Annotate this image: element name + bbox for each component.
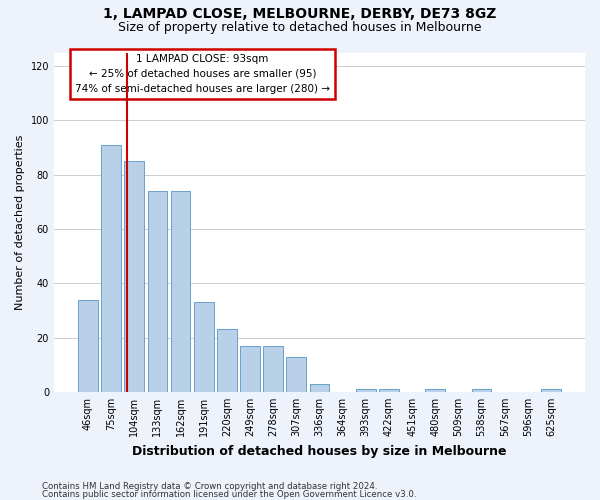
Bar — [148, 191, 167, 392]
Text: Size of property relative to detached houses in Melbourne: Size of property relative to detached ho… — [118, 21, 482, 34]
Bar — [379, 389, 399, 392]
Bar — [170, 191, 190, 392]
Bar — [194, 302, 214, 392]
Bar — [101, 145, 121, 392]
Bar — [217, 330, 236, 392]
Text: 1, LAMPAD CLOSE, MELBOURNE, DERBY, DE73 8GZ: 1, LAMPAD CLOSE, MELBOURNE, DERBY, DE73 … — [103, 8, 497, 22]
Bar — [124, 161, 144, 392]
Bar — [78, 300, 98, 392]
X-axis label: Distribution of detached houses by size in Melbourne: Distribution of detached houses by size … — [132, 444, 507, 458]
Text: 1 LAMPAD CLOSE: 93sqm
← 25% of detached houses are smaller (95)
74% of semi-deta: 1 LAMPAD CLOSE: 93sqm ← 25% of detached … — [75, 54, 330, 94]
Bar — [425, 389, 445, 392]
Text: Contains public sector information licensed under the Open Government Licence v3: Contains public sector information licen… — [42, 490, 416, 499]
Bar — [310, 384, 329, 392]
Bar — [472, 389, 491, 392]
Text: Contains HM Land Registry data © Crown copyright and database right 2024.: Contains HM Land Registry data © Crown c… — [42, 482, 377, 491]
Bar — [286, 356, 306, 392]
Bar — [541, 389, 561, 392]
Bar — [240, 346, 260, 392]
Bar — [356, 389, 376, 392]
Y-axis label: Number of detached properties: Number of detached properties — [15, 134, 25, 310]
Bar — [263, 346, 283, 392]
